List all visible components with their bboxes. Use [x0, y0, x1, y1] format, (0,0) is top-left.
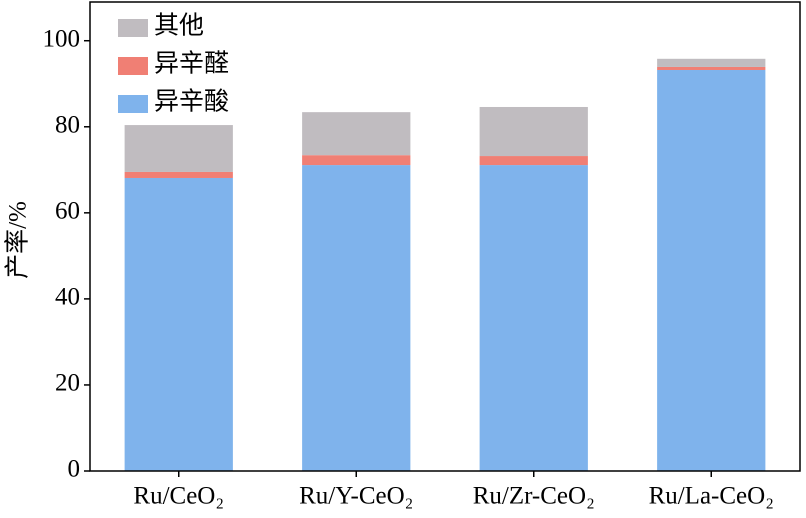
bar-segment [479, 165, 588, 471]
x-tick-label: Ru/Y-CeO₂ [299, 483, 413, 510]
bar-segment [479, 156, 588, 166]
legend-label: 异辛醛 [154, 50, 229, 78]
bar-segment [124, 125, 233, 172]
y-tick-label: 60 [55, 198, 80, 225]
x-tick-label: Ru/La-CeO₂ [649, 483, 774, 510]
x-tick-label: Ru/CeO₂ [133, 483, 224, 510]
bar-segment [302, 112, 411, 156]
y-tick-label: 100 [43, 25, 81, 52]
bar-segment [124, 177, 233, 471]
y-tick-label: 80 [55, 112, 80, 139]
bar-segment [657, 69, 766, 471]
legend-swatch [118, 57, 148, 75]
legend-label: 异辛酸 [154, 88, 229, 116]
bar-segment [302, 165, 411, 471]
bar-segment [657, 58, 766, 67]
y-tick-label: 20 [55, 370, 80, 397]
y-tick-label: 0 [68, 456, 81, 483]
bar-segment [124, 171, 233, 178]
plot-frame [89, 1, 801, 472]
x-tick-label: Ru/Zr-CeO₂ [473, 483, 595, 510]
bar-segment [657, 66, 766, 70]
legend-swatch [118, 19, 148, 37]
y-axis-label: 产率/% [4, 201, 32, 279]
bar-segment [302, 155, 411, 166]
legend-label: 其他 [154, 12, 204, 40]
y-tick-label: 40 [55, 284, 80, 311]
bar-segment [479, 106, 588, 157]
legend-swatch [118, 95, 148, 113]
